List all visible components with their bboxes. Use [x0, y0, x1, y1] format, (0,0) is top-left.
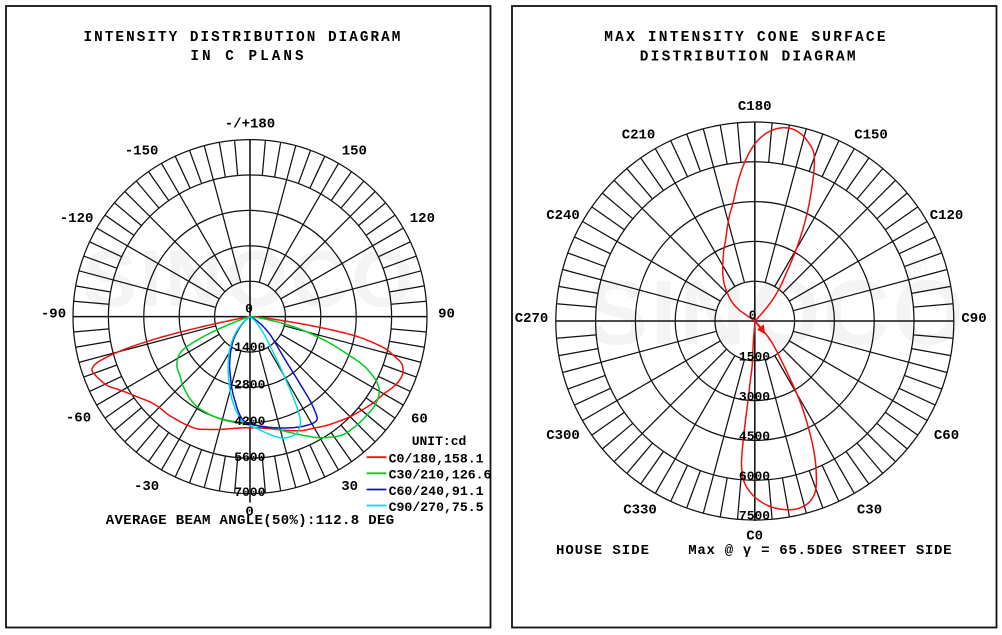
svg-text:3000: 3000 — [739, 389, 770, 404]
svg-text:-60: -60 — [66, 411, 91, 427]
svg-text:C60: C60 — [934, 428, 959, 444]
svg-text:MAX INTENSITY CONE SURFACE: MAX INTENSITY CONE SURFACE — [604, 30, 887, 46]
svg-text:C90/270,75.5: C90/270,75.5 — [389, 500, 484, 515]
svg-text:C240: C240 — [546, 208, 580, 224]
svg-text:C150: C150 — [854, 128, 888, 144]
svg-text:C270: C270 — [515, 311, 549, 327]
svg-text:-90: -90 — [41, 307, 66, 323]
svg-text:C0/180,158.1: C0/180,158.1 — [389, 451, 484, 466]
svg-text:60: 60 — [411, 412, 428, 428]
svg-text:Max @ γ = 65.5DEG STREET SIDE: Max @ γ = 65.5DEG STREET SIDE — [688, 543, 952, 559]
svg-text:UNIT:cd: UNIT:cd — [412, 434, 467, 449]
svg-text:C120: C120 — [930, 208, 964, 224]
svg-text:-30: -30 — [134, 479, 159, 495]
svg-text:C60/240,91.1: C60/240,91.1 — [389, 484, 484, 499]
svg-text:DISTRIBUTION DIAGRAM: DISTRIBUTION DIAGRAM — [640, 50, 858, 66]
svg-text:0: 0 — [245, 302, 253, 317]
svg-text:4200: 4200 — [234, 414, 265, 429]
svg-text:IN C PLANS: IN C PLANS — [190, 49, 306, 65]
svg-text:INTENSITY DISTRIBUTION DIAGRAM: INTENSITY DISTRIBUTION DIAGRAM — [84, 30, 403, 46]
svg-text:-/+180: -/+180 — [225, 117, 275, 133]
svg-text:C330: C330 — [623, 503, 657, 519]
svg-text:-120: -120 — [60, 211, 94, 227]
svg-text:C300: C300 — [546, 428, 580, 444]
svg-text:7500: 7500 — [739, 509, 770, 524]
svg-text:90: 90 — [438, 307, 455, 323]
svg-text:2800: 2800 — [234, 377, 265, 392]
svg-text:-150: -150 — [125, 144, 159, 160]
svg-text:AVERAGE BEAM ANGLE(50%):112.8: AVERAGE BEAM ANGLE(50%):112.8 DEG — [106, 513, 395, 529]
svg-text:4500: 4500 — [739, 429, 770, 444]
svg-text:0: 0 — [749, 308, 757, 323]
svg-text:C30/210,126.6: C30/210,126.6 — [389, 468, 492, 483]
svg-text:C210: C210 — [622, 128, 656, 144]
svg-text:C0: C0 — [746, 529, 763, 545]
svg-text:5600: 5600 — [234, 450, 265, 465]
svg-text:30: 30 — [341, 479, 358, 495]
svg-text:C180: C180 — [738, 99, 772, 115]
svg-text:0: 0 — [245, 505, 253, 521]
svg-text:6000: 6000 — [739, 469, 770, 484]
svg-text:7000: 7000 — [234, 485, 265, 500]
svg-text:C30: C30 — [857, 503, 882, 519]
svg-text:SINOCO: SINOCO — [83, 234, 417, 323]
svg-text:1400: 1400 — [234, 340, 265, 355]
svg-text:120: 120 — [410, 211, 435, 227]
svg-text:C90: C90 — [961, 311, 986, 327]
svg-text:HOUSE SIDE: HOUSE SIDE — [556, 543, 650, 559]
svg-text:1500: 1500 — [739, 350, 770, 365]
svg-text:150: 150 — [342, 144, 367, 160]
